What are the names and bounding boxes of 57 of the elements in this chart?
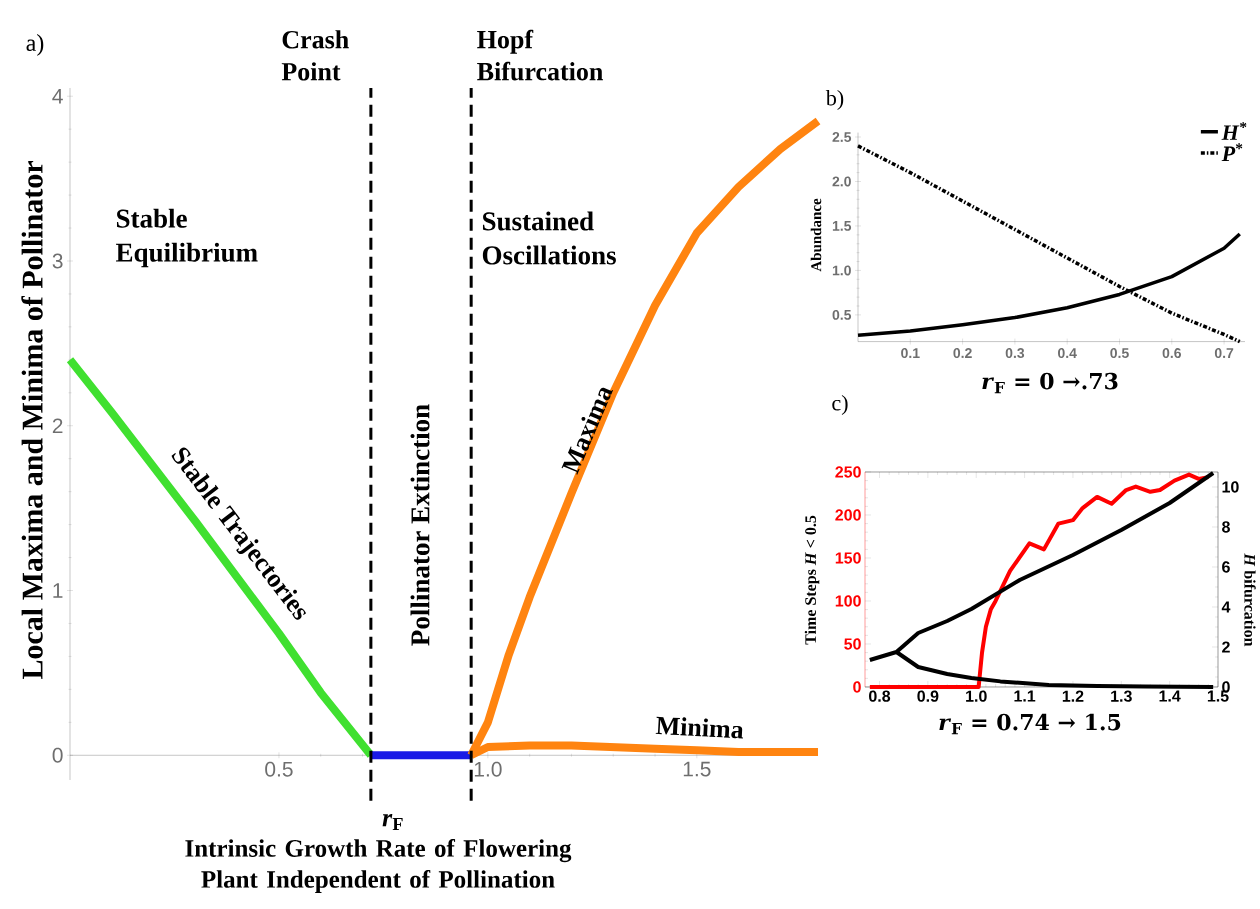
- x-tick-label: 0.8: [869, 690, 891, 702]
- x-tick-label: 0.1: [901, 348, 920, 359]
- y-tick-label: 0.5: [832, 309, 852, 320]
- y-tick-label: 200: [835, 509, 861, 521]
- y-tick-label: 2.0: [832, 176, 851, 187]
- x-axis-title: r$_{F}$ = 0 →.73: [982, 372, 1118, 394]
- x-tick-label: 1.0: [966, 690, 987, 702]
- x-tick-label: 1.2: [1062, 690, 1084, 702]
- y-tick-label: 0: [52, 747, 63, 763]
- y-tick-label: 50: [844, 638, 861, 650]
- annotation: Pollinator Extinction: [410, 404, 430, 646]
- text: Intrinsic Growth Rate of Flowering Plant Independent of Pollination: [185, 839, 572, 893]
- ref-line-label: Crash Point: [281, 30, 349, 81]
- x-tick-label: 0.5: [265, 761, 293, 777]
- y-tick-label: 150: [835, 552, 861, 564]
- y-tick-label: 250: [835, 466, 861, 478]
- y-tick-label: 4: [52, 89, 63, 104]
- series-label: Minima: [655, 716, 743, 739]
- y2-tick-label: 2: [1222, 641, 1230, 653]
- y-tick-label: 100: [835, 595, 861, 607]
- y-tick-label: 1.0: [832, 265, 851, 276]
- x-tick-label: 0.9: [917, 690, 939, 702]
- x-tick-label: 0.3: [1005, 348, 1025, 359]
- x-axis-title: r$_{F}$: [382, 814, 403, 830]
- x-tick-label: 0.2: [953, 348, 972, 359]
- y-axis-title: Time Steps H < 0.5: [804, 515, 820, 645]
- x-axis-title: r$_{F}$ = 0.74 → 1.5: [939, 713, 1121, 735]
- y-tick-label: 2: [52, 418, 63, 434]
- legend-label: P$^{*}$: [1221, 143, 1243, 162]
- x-tick-label: 1.1: [1014, 690, 1036, 702]
- annotation: Stable Equilibrium: [116, 208, 258, 268]
- x-tick-label: 1.3: [1111, 690, 1132, 702]
- y-tick-label: 1.5: [832, 221, 852, 231]
- text: b): [825, 90, 844, 110]
- y-tick-label: 1: [53, 583, 63, 598]
- text: a): [26, 34, 44, 56]
- y2-tick-label: 10: [1222, 481, 1239, 493]
- x-tick-label: 1.4: [1159, 690, 1181, 702]
- y-axis-title: Local Maxima and Minima of Pollinator: [21, 161, 43, 680]
- y2-tick-label: 8: [1222, 521, 1230, 533]
- x-tick-label: 0.5: [1110, 348, 1129, 359]
- text: c): [832, 395, 848, 415]
- y2-axis-title: H bifurcation: [1244, 553, 1256, 647]
- x-tick-label: 1.5: [683, 761, 711, 777]
- x-tick-label: 0.6: [1162, 348, 1182, 359]
- y2-tick-label: 6: [1222, 561, 1230, 573]
- y-axis-title: Abundance: [810, 198, 822, 272]
- x-tick-label: 0.7: [1214, 348, 1234, 359]
- y-tick-label: 3: [52, 253, 63, 269]
- legend-label: H$^{*}$: [1221, 122, 1247, 140]
- x-tick-label: 0.4: [1058, 348, 1077, 359]
- x-tick-label: 1.0: [474, 761, 502, 777]
- y-tick-label: 2.5: [832, 132, 852, 142]
- y2-tick-label: 4: [1221, 601, 1231, 613]
- ref-line-label: Hopf Bifurcation: [477, 29, 603, 81]
- annotation: Sustained Oscillations: [482, 211, 616, 265]
- y-tick-label: 0: [853, 681, 861, 693]
